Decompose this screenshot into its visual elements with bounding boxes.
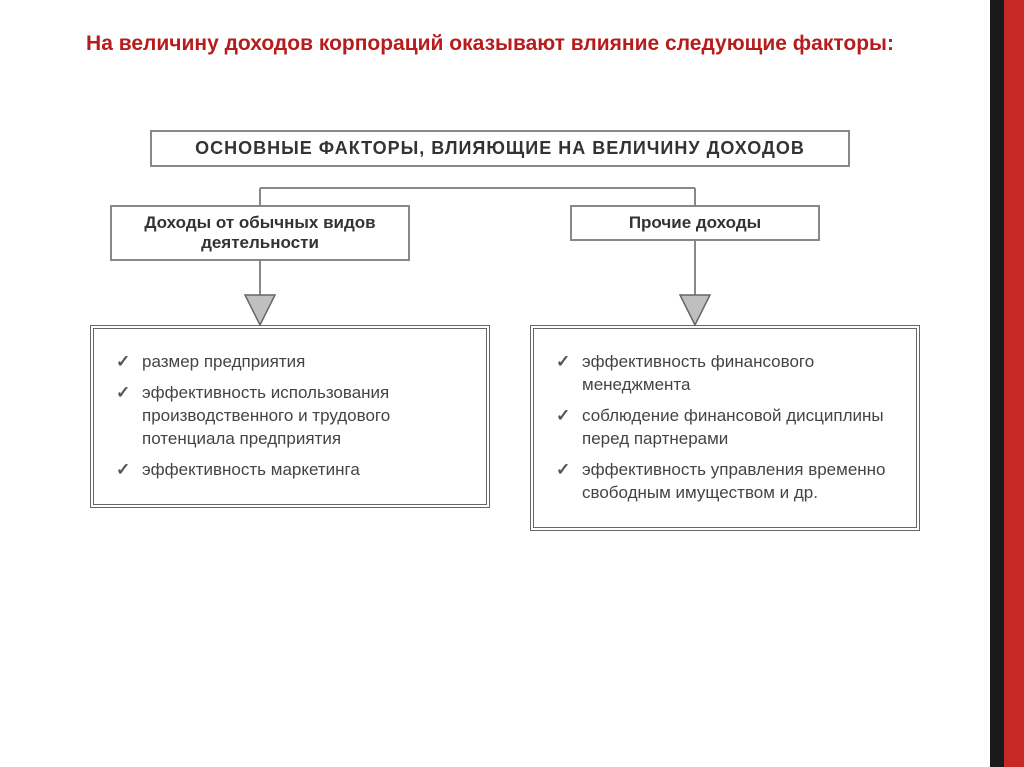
detail-box-right: эффективность финансового менеджмента со…: [530, 325, 920, 531]
accent-bar-red: [1004, 0, 1024, 767]
list-item: эффективность маркетинга: [112, 459, 468, 482]
page-title: На величину доходов корпораций оказывают…: [60, 30, 920, 58]
list-item: соблюдение финансовой дисциплины перед п…: [552, 405, 898, 451]
list-item: эффективность использования производстве…: [112, 382, 468, 451]
list-item: размер предприятия: [112, 351, 468, 374]
list-item: эффективность финансового менеджмента: [552, 351, 898, 397]
accent-bars: [990, 0, 1024, 767]
accent-bar-dark: [990, 0, 1004, 767]
detail-box-left: размер предприятия эффективность использ…: [90, 325, 490, 508]
branch-heading-left: Доходы от обычных видов деятельности: [110, 205, 410, 261]
top-box: ОСНОВНЫЕ ФАКТОРЫ, ВЛИЯЮЩИЕ НА ВЕЛИЧИНУ Д…: [150, 130, 850, 167]
arrow-down-icon: [680, 240, 710, 325]
arrow-down-icon: [245, 258, 275, 325]
branch-heading-right: Прочие доходы: [570, 205, 820, 241]
list-item: эффективность управления временно свобод…: [552, 459, 898, 505]
